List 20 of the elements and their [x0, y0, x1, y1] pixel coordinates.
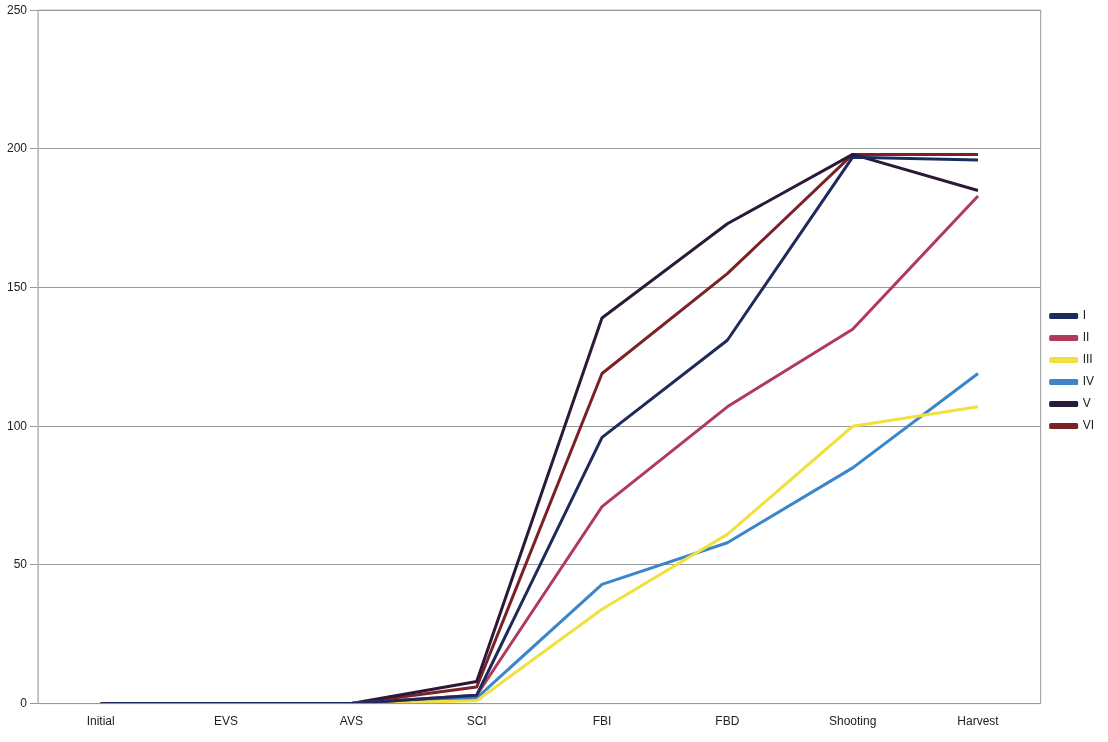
x-tick-label: EVS — [214, 714, 239, 729]
legend-label: III — [1082, 352, 1093, 367]
x-tick-label: AVS — [339, 714, 363, 729]
legend-label: II — [1082, 330, 1090, 345]
y-tick-label: 250 — [6, 2, 28, 17]
y-tick-label: 50 — [13, 557, 28, 572]
legend-label: VI — [1082, 418, 1095, 433]
x-tick-label: FBD — [715, 714, 740, 729]
y-tick-label: 200 — [6, 141, 28, 156]
y-tick-label: 100 — [6, 418, 28, 433]
x-tick-label: SCI — [466, 714, 487, 729]
legend-label: I — [1082, 308, 1087, 323]
y-tick-label: 150 — [6, 279, 28, 294]
y-tick-label: 0 — [20, 695, 28, 710]
legend-label: IV — [1082, 374, 1095, 389]
x-tick-label: Shooting — [828, 714, 877, 729]
x-tick-label: FBI — [592, 714, 612, 729]
legend-label: V — [1082, 396, 1091, 411]
x-tick-label: Harvest — [957, 714, 1000, 729]
x-tick-label: Initial — [86, 714, 115, 729]
